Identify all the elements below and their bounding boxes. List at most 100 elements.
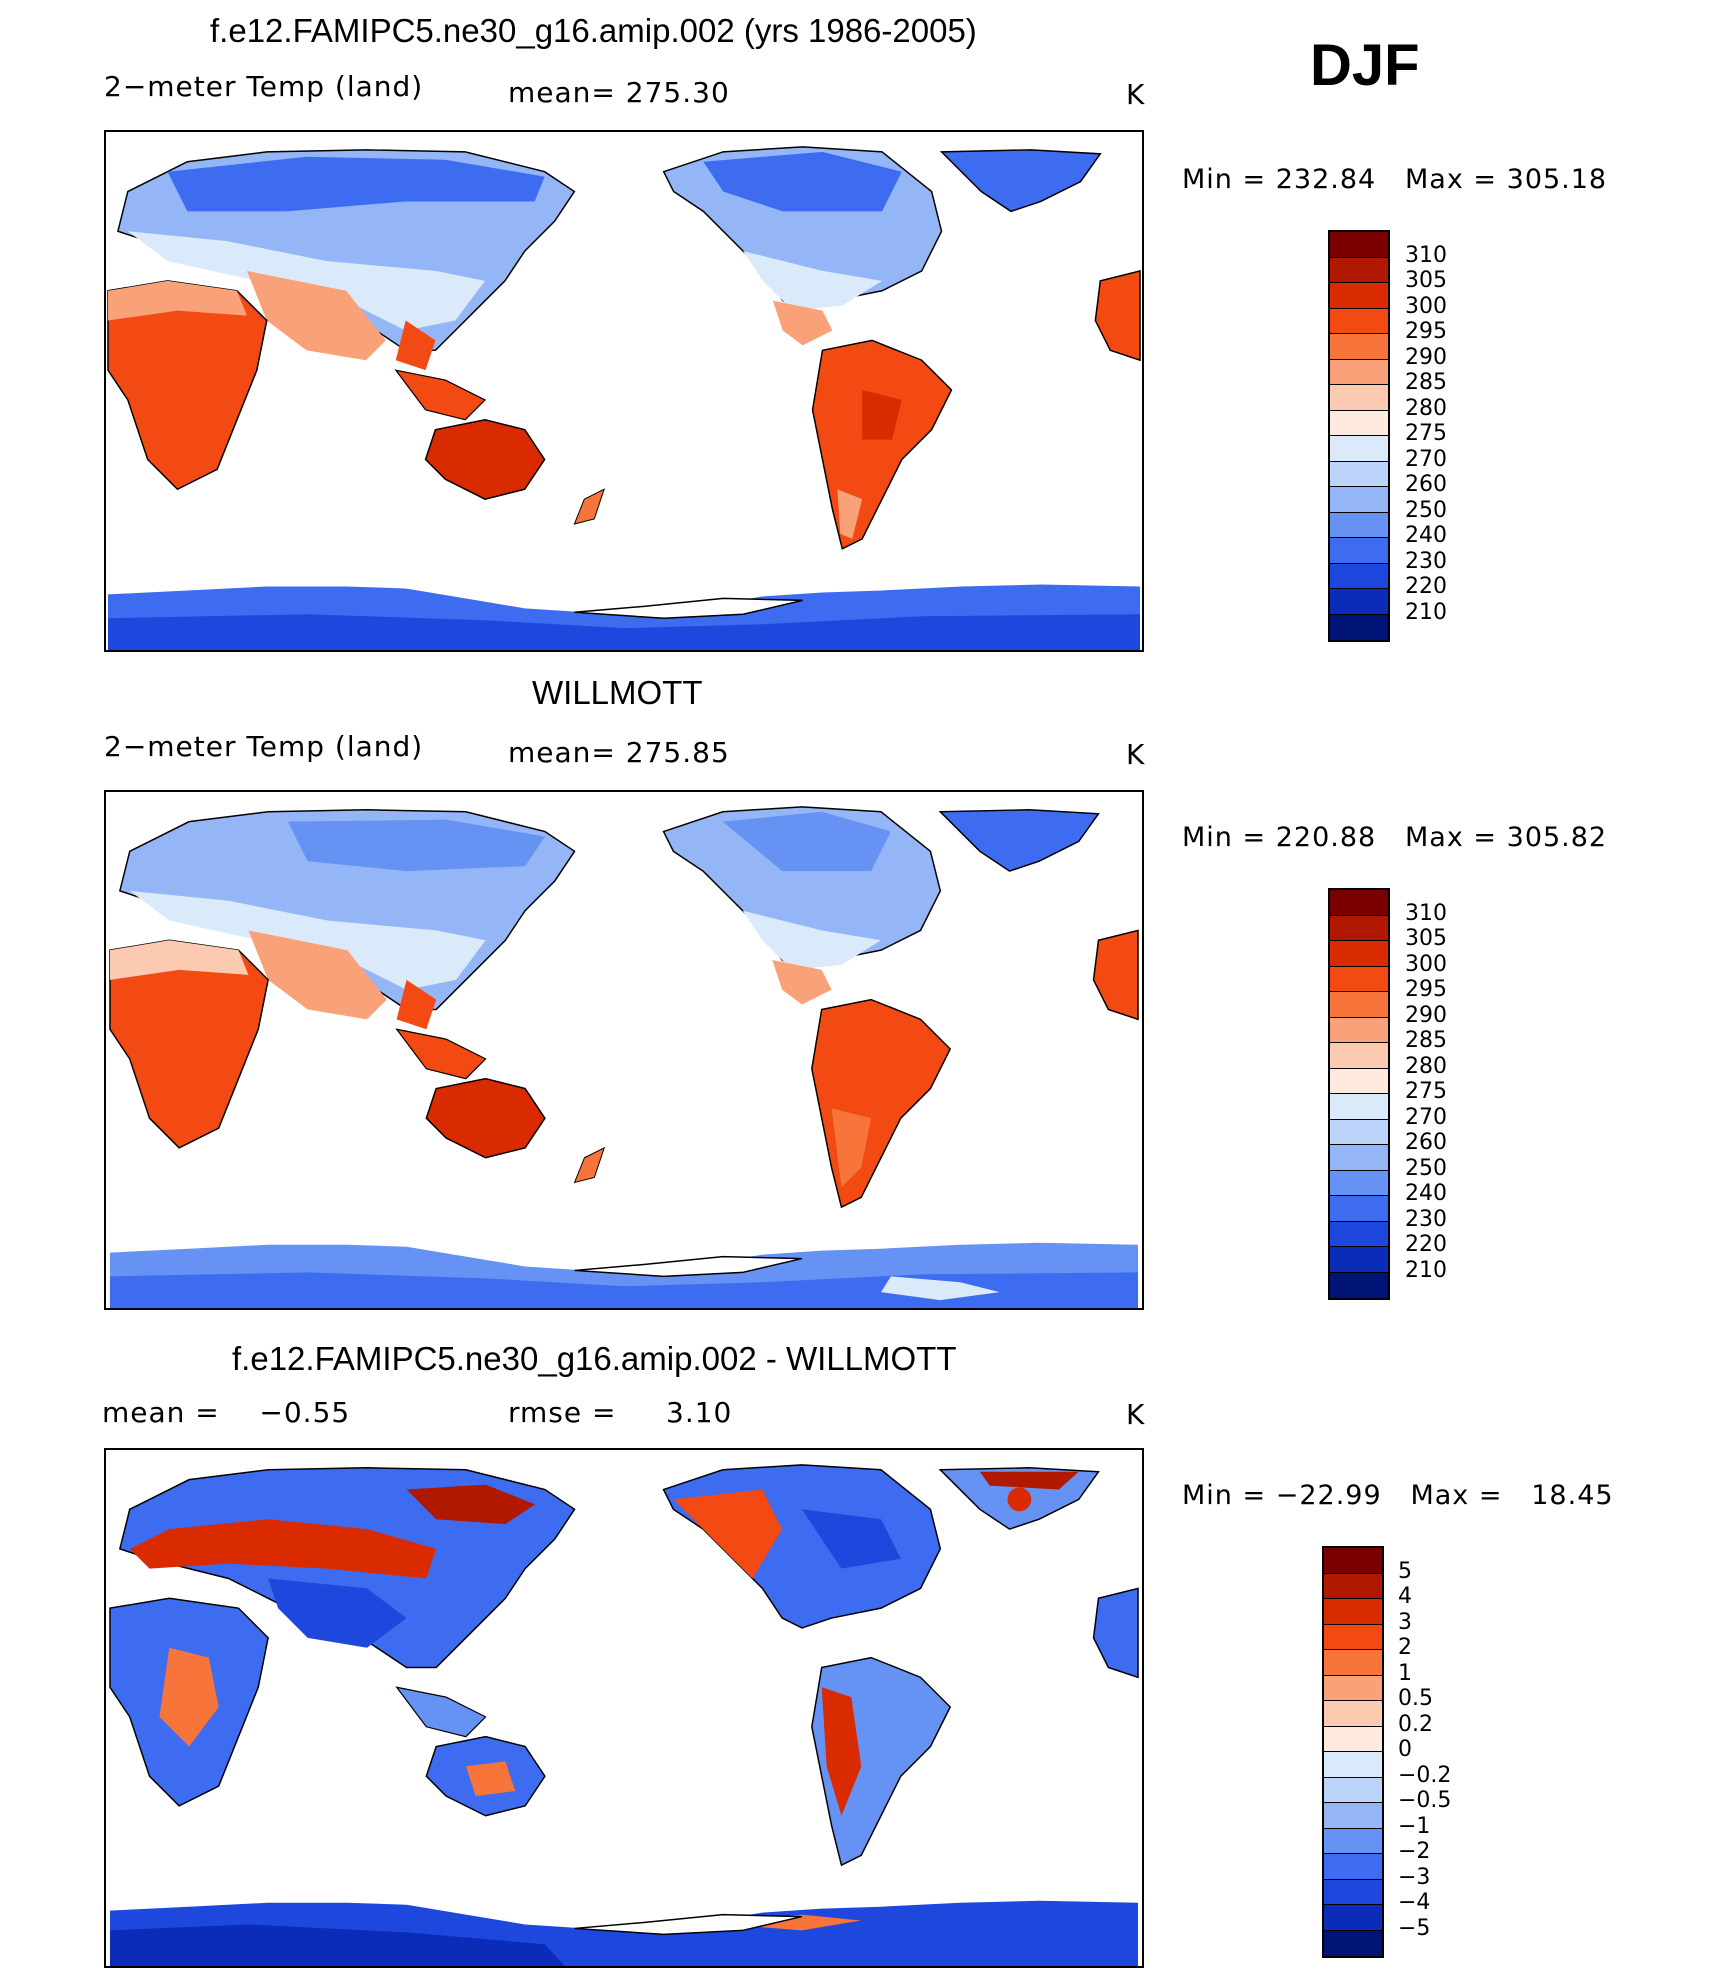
colorbar-tick-label: 250 [1405, 497, 1447, 523]
colorbar-tick-label: 270 [1405, 1104, 1447, 1130]
colorbar-tick-label: 300 [1405, 951, 1447, 977]
panel3-map-difference [104, 1448, 1144, 1968]
colorbar-tick-label: 0.5 [1398, 1686, 1433, 1711]
colorbar-swatch [1330, 563, 1388, 589]
colorbar-tick-label: −2 [1398, 1839, 1431, 1864]
panel3-mean: mean = −0.55 [102, 1396, 350, 1429]
colorbar-swatch [1330, 512, 1388, 538]
colorbar-swatch [1330, 1170, 1388, 1196]
panel1-variable: 2−meter Temp (land) [104, 70, 424, 103]
colorbar-tick-label: 290 [1405, 1002, 1447, 1028]
panel3-colorbar [1322, 1546, 1384, 1958]
panel1-mean: mean= 275.30 [508, 76, 730, 109]
colorbar-swatch [1330, 890, 1388, 916]
colorbar-tick-label: 260 [1405, 1130, 1447, 1155]
panel1-min-label: Min [1182, 164, 1233, 195]
colorbar-swatch [1330, 992, 1388, 1018]
panel3-min-value: −22.99 [1275, 1480, 1382, 1511]
colorbar-swatch [1324, 1777, 1382, 1803]
colorbar-swatch [1324, 1854, 1382, 1880]
panel1-min-value: 232.84 [1275, 164, 1377, 195]
colorbar-swatch [1330, 359, 1388, 385]
colorbar-tick-label: 240 [1405, 1181, 1447, 1206]
panel3-title: f.e12.FAMIPC5.ne30_g16.amip.002 - WILLMO… [232, 1340, 957, 1377]
colorbar-tick-label: 240 [1405, 523, 1447, 548]
colorbar-tick-label: 5 [1398, 1558, 1412, 1584]
panel2-colorbar [1328, 888, 1390, 1300]
colorbar-tick-label: 220 [1405, 574, 1447, 599]
colorbar-tick-label: 0 [1398, 1737, 1412, 1762]
colorbar-tick-label: 305 [1405, 926, 1447, 951]
panel2-title: WILLMOTT [532, 674, 703, 711]
colorbar-swatch [1324, 1548, 1382, 1574]
colorbar-swatch [1330, 461, 1388, 487]
colorbar-tick-label: −3 [1398, 1864, 1431, 1890]
panel2-variable: 2−meter Temp (land) [104, 730, 424, 763]
colorbar-tick-label: 260 [1405, 472, 1447, 497]
colorbar-swatch [1330, 1017, 1388, 1043]
colorbar-swatch [1324, 1726, 1382, 1752]
colorbar-swatch [1330, 436, 1388, 462]
panel2-mean-label: mean= [508, 736, 616, 769]
colorbar-tick-label: 275 [1405, 1079, 1447, 1104]
panel2-max-value: 305.82 [1506, 822, 1608, 853]
colorbar-tick-label: 285 [1405, 370, 1447, 395]
colorbar-tick-label: 285 [1405, 1028, 1447, 1053]
colorbar-tick-label: 270 [1405, 446, 1447, 472]
colorbar-swatch [1324, 1650, 1382, 1676]
colorbar-swatch [1330, 232, 1388, 258]
colorbar-swatch [1330, 1221, 1388, 1247]
panel2-map-observed [104, 790, 1144, 1310]
colorbar-swatch [1330, 257, 1388, 283]
colorbar-tick-label: 230 [1405, 1206, 1447, 1232]
colorbar-swatch [1330, 1196, 1388, 1222]
colorbar-tick-label: 310 [1405, 900, 1447, 926]
colorbar-swatch [1330, 410, 1388, 436]
colorbar-tick-label: 220 [1405, 1232, 1447, 1257]
colorbar-swatch [1324, 1752, 1382, 1778]
panel1-title: f.e12.FAMIPC5.ne30_g16.amip.002 (yrs 198… [210, 12, 977, 49]
colorbar-tick-label: −4 [1398, 1890, 1431, 1915]
colorbar-tick-label: 275 [1405, 421, 1447, 446]
colorbar-swatch [1324, 1624, 1382, 1650]
colorbar-swatch [1324, 1930, 1382, 1956]
panel3-min-label: Min [1182, 1480, 1233, 1511]
colorbar-tick-label: 230 [1405, 548, 1447, 574]
colorbar-swatch [1330, 1145, 1388, 1171]
panel1-units: K [1126, 78, 1146, 111]
panel2-mean: mean= 275.85 [508, 736, 730, 769]
colorbar-swatch [1324, 1803, 1382, 1829]
colorbar-swatch [1330, 334, 1388, 360]
colorbar-swatch [1330, 385, 1388, 411]
colorbar-swatch [1330, 283, 1388, 309]
colorbar-tick-label: 210 [1405, 599, 1447, 625]
colorbar-swatch [1330, 1119, 1388, 1145]
colorbar-swatch [1330, 589, 1388, 615]
colorbar-tick-label: 295 [1405, 977, 1447, 1002]
panel3-minmax: Min = −22.99 Max = 18.45 [1182, 1480, 1614, 1511]
panel1-max-label: Max [1405, 164, 1464, 195]
colorbar-tick-label: 310 [1405, 242, 1447, 268]
colorbar-tick-label: 295 [1405, 319, 1447, 344]
colorbar-swatch [1330, 487, 1388, 513]
panel1-colorbar [1328, 230, 1390, 642]
colorbar-swatch [1330, 1094, 1388, 1120]
colorbar-swatch [1330, 1247, 1388, 1273]
colorbar-tick-label: 4 [1398, 1584, 1412, 1609]
colorbar-tick-label: 290 [1405, 344, 1447, 370]
colorbar-tick-label: −1 [1398, 1813, 1431, 1839]
panel1-mean-value: 275.30 [625, 76, 730, 109]
colorbar-swatch [1324, 1879, 1382, 1905]
panel3-mean-value: −0.55 [259, 1396, 351, 1429]
colorbar-tick-label: 250 [1405, 1155, 1447, 1181]
panel2-units: K [1126, 738, 1146, 771]
colorbar-swatch [1330, 1068, 1388, 1094]
colorbar-swatch [1330, 966, 1388, 992]
panel3-max-value: 18.45 [1531, 1480, 1614, 1511]
colorbar-tick-label: −5 [1398, 1915, 1431, 1941]
colorbar-swatch [1330, 1043, 1388, 1069]
colorbar-swatch [1324, 1828, 1382, 1854]
colorbar-swatch [1324, 1675, 1382, 1701]
colorbar-tick-label: −0.5 [1398, 1788, 1452, 1813]
colorbar-tick-label: 300 [1405, 293, 1447, 319]
